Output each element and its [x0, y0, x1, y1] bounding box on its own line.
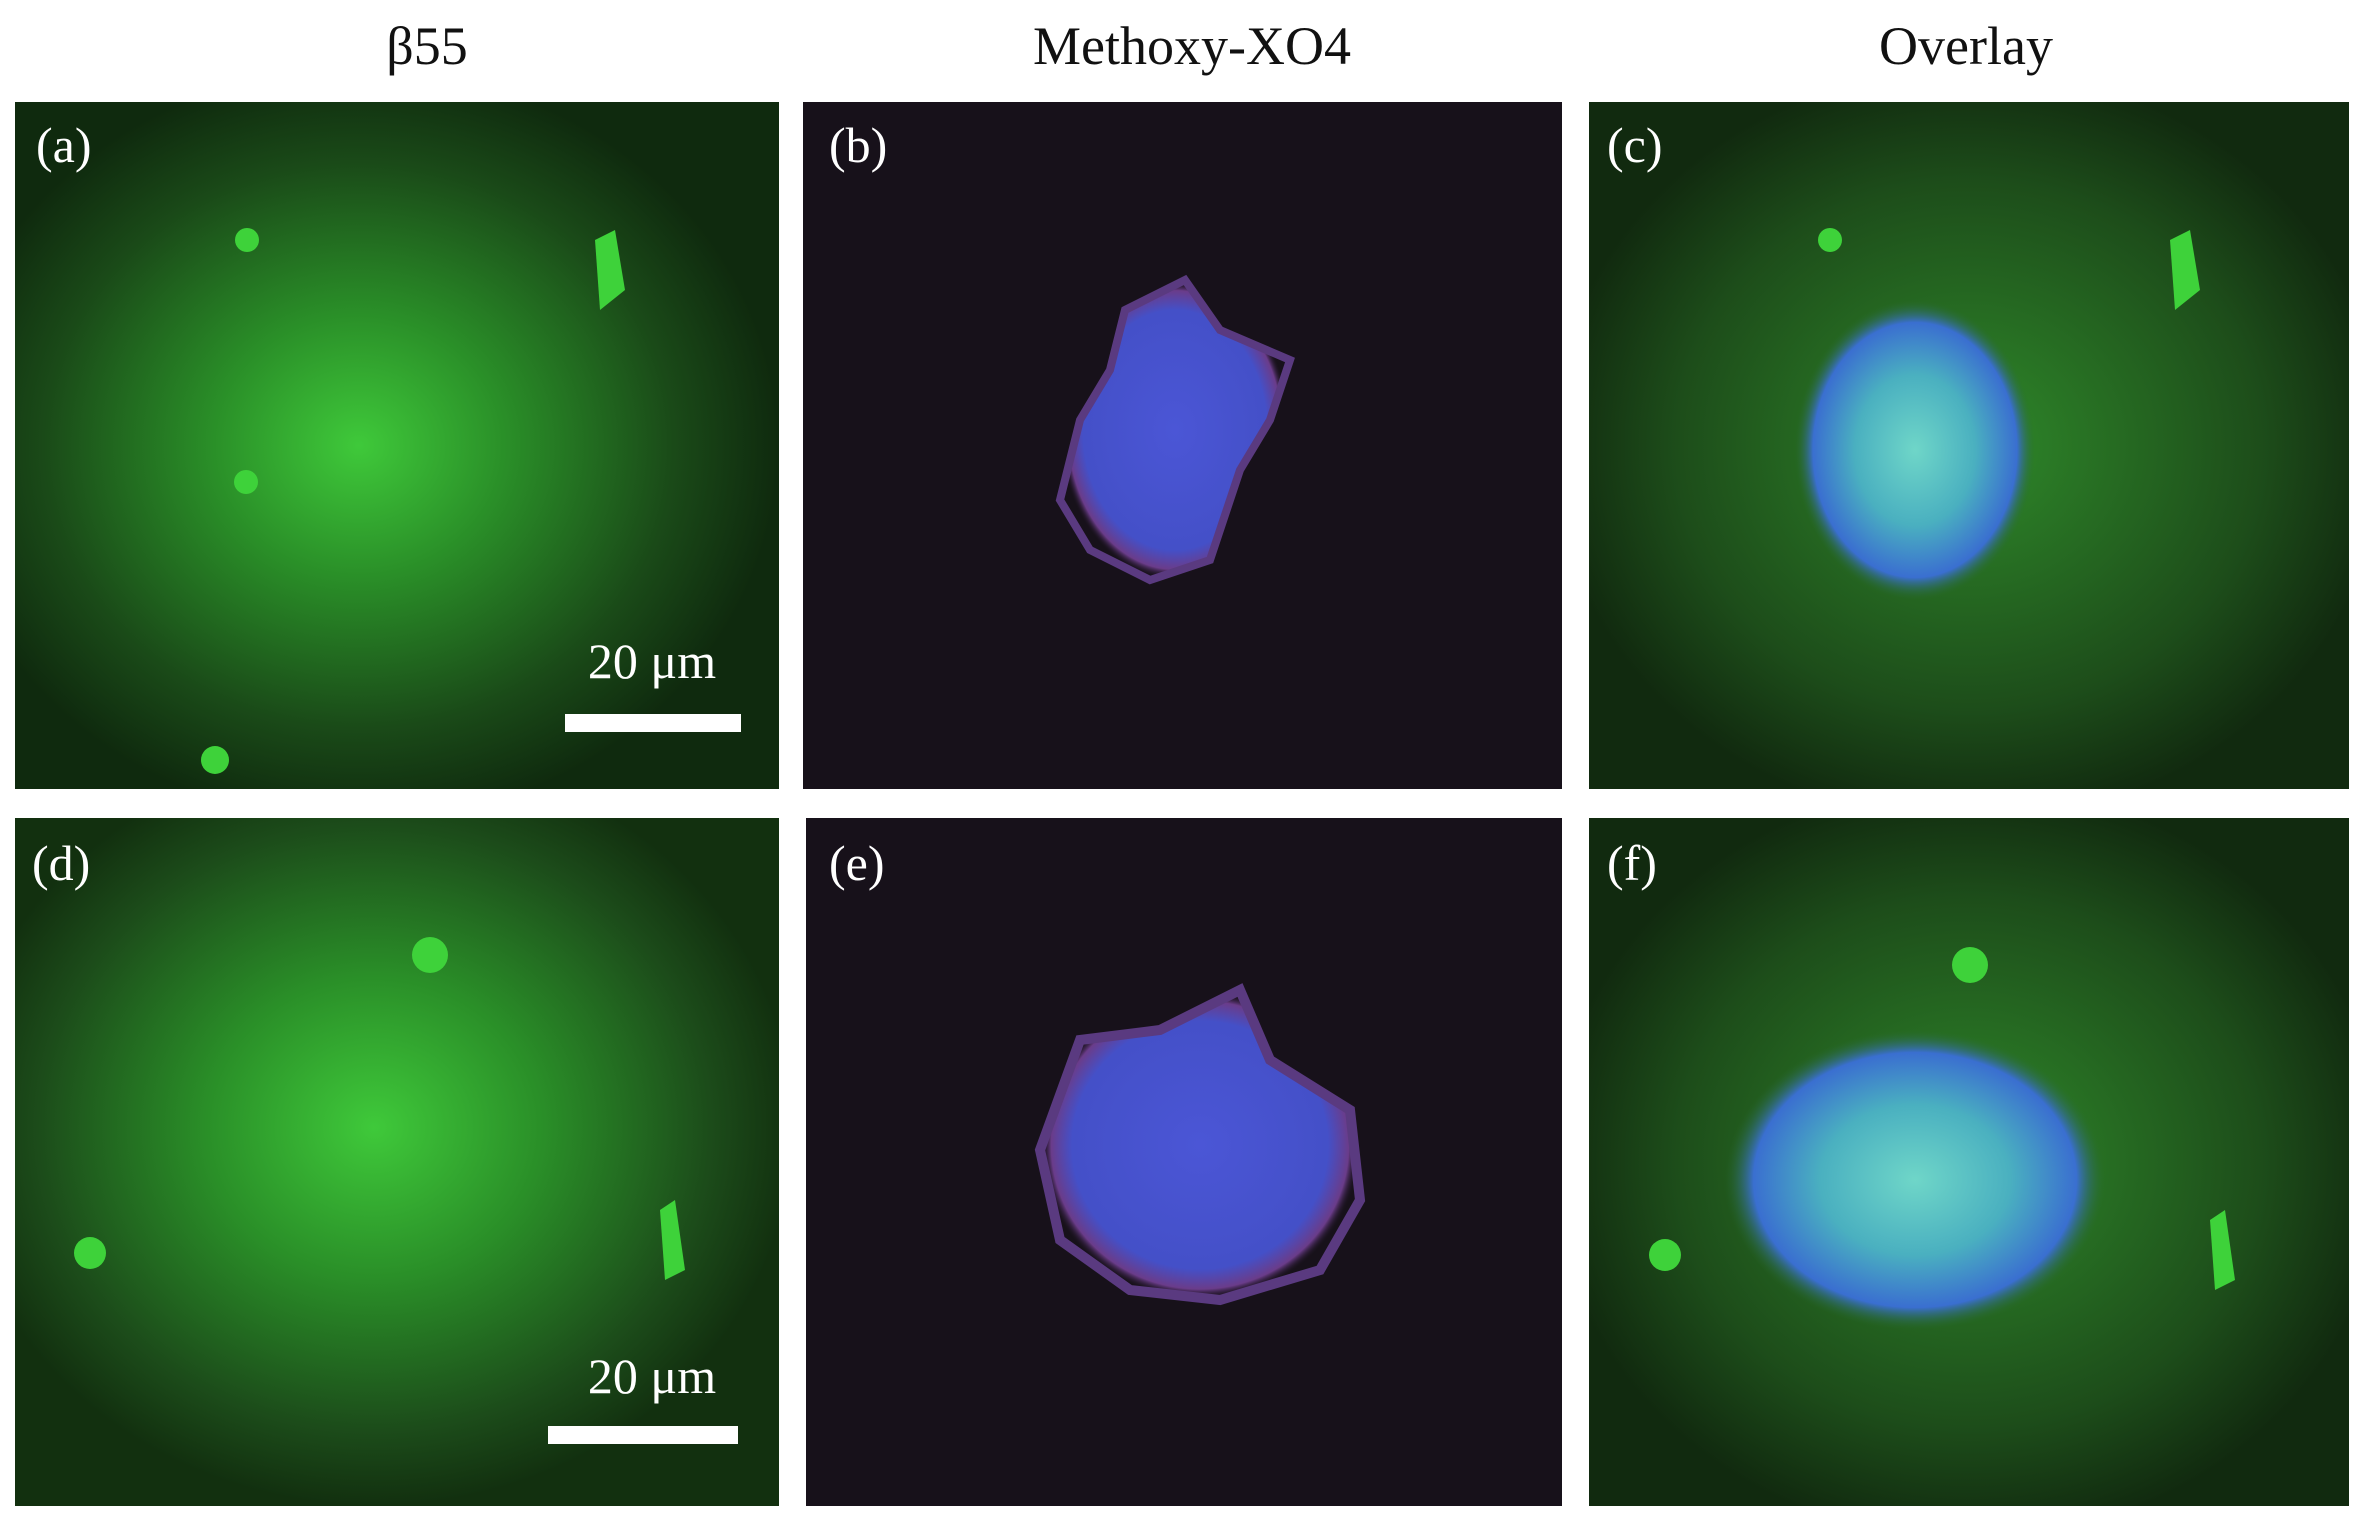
panel: (b) [803, 102, 1562, 789]
panel: (d) 20 μm [15, 818, 779, 1506]
scale-bar-label: 20 μm [588, 1348, 716, 1404]
panel: (c) [1589, 102, 2349, 789]
panel-label: (c) [1607, 117, 1663, 173]
panel-label: (d) [32, 835, 90, 891]
panel: (f) [1589, 818, 2349, 1506]
panel-label: (f) [1607, 835, 1657, 891]
image [15, 102, 779, 789]
spot [201, 746, 229, 774]
scale-bar [548, 1426, 738, 1444]
panel-label: (b) [829, 117, 887, 173]
panel: (e) [806, 818, 1562, 1506]
column-header: β55 [386, 16, 467, 76]
spot [660, 1200, 685, 1280]
column-header: Methoxy-XO4 [1033, 16, 1351, 76]
spot [234, 470, 258, 494]
panel-label: (a) [36, 117, 92, 173]
plaque [1055, 274, 1295, 585]
spot [1952, 947, 1988, 983]
spot [595, 230, 625, 310]
spot [235, 228, 259, 252]
plaque [1795, 300, 2035, 600]
spot [74, 1237, 106, 1269]
spot [1818, 228, 1842, 252]
spot [412, 937, 448, 973]
spot [1649, 1239, 1681, 1271]
panel: (a) 20 μm [15, 102, 779, 789]
scale-bar [565, 714, 741, 732]
panel-label: (e) [829, 835, 885, 891]
plaque [1725, 1030, 2105, 1330]
image [15, 818, 779, 1506]
scale-bar-label: 20 μm [588, 633, 716, 689]
spot [2170, 230, 2200, 310]
spot [2210, 1210, 2235, 1290]
column-header: Overlay [1879, 16, 2053, 76]
plaque [1034, 983, 1366, 1306]
